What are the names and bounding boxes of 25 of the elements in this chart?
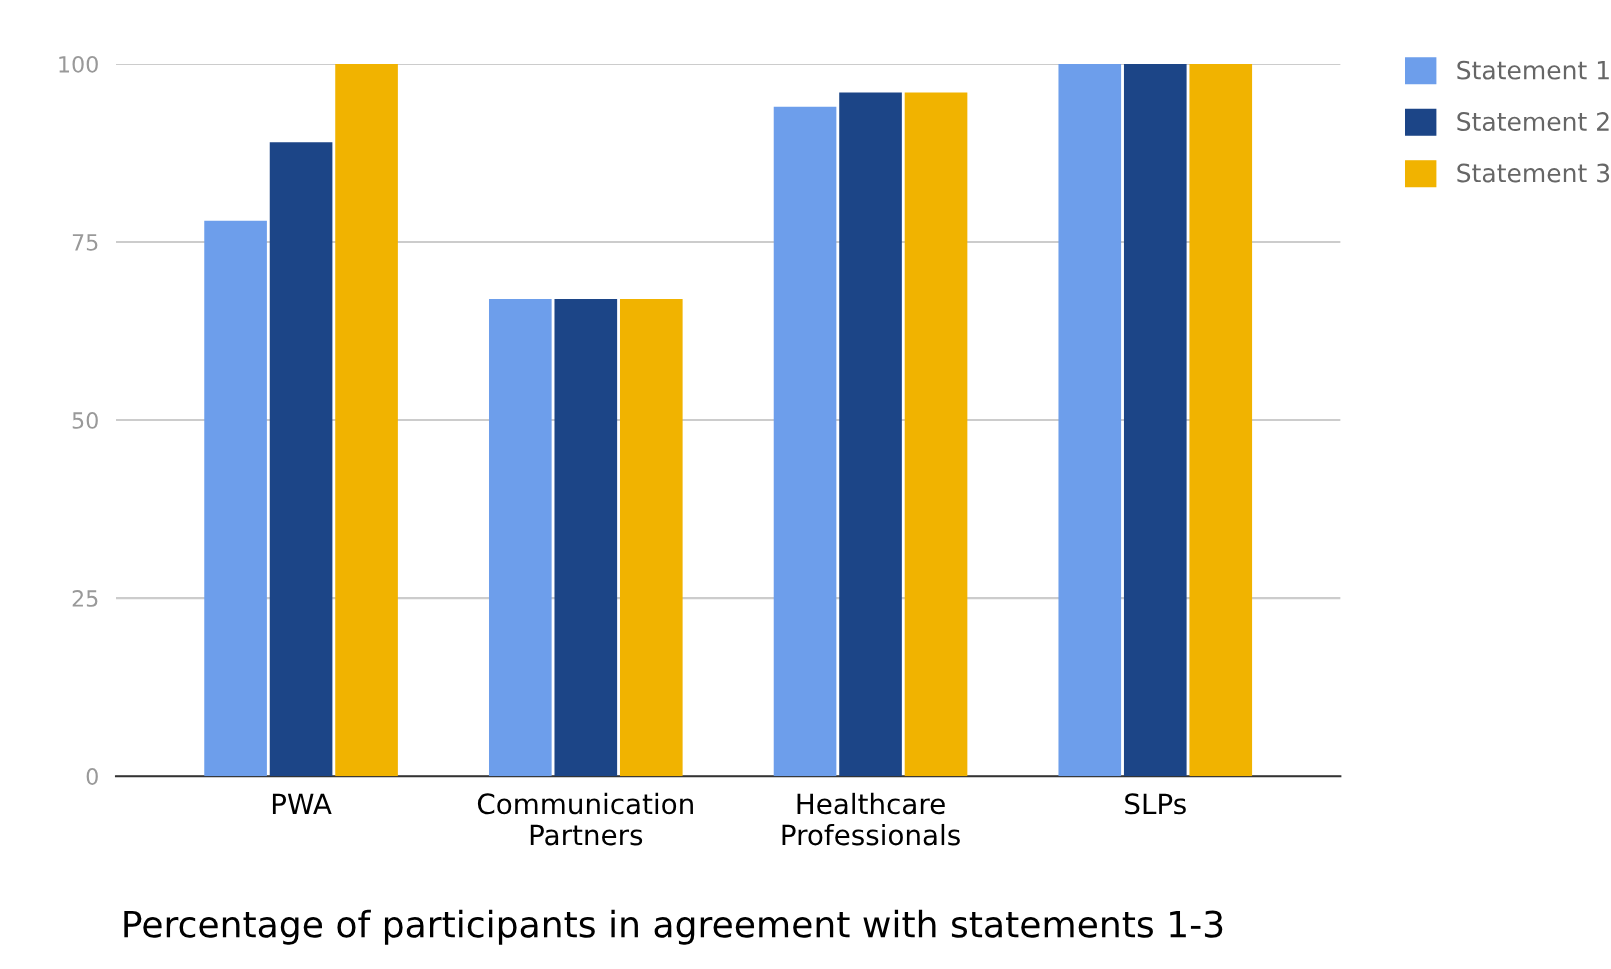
bar (773, 106, 837, 777)
x-tick-label: Communication Partners (477, 792, 693, 846)
bar (1189, 63, 1253, 777)
y-tick-label: 100 (59, 55, 98, 73)
x-tick-label: SLPs (1125, 793, 1186, 815)
bar (1058, 63, 1122, 777)
y-tick-label: 0 (86, 768, 98, 785)
text: Percentage of participants in agreement with statements 1-3 (124, 909, 1223, 945)
bar (839, 92, 902, 777)
y-tick-label: 25 (72, 590, 98, 607)
x-tick-label: Healthcare Professionals (782, 792, 960, 846)
legend-label: Statement 1 (1457, 60, 1609, 80)
bar (269, 142, 333, 777)
bar (904, 92, 968, 777)
bar (335, 63, 398, 777)
bar (554, 298, 618, 777)
legend-label: Statement 3 (1457, 163, 1610, 183)
bar (204, 220, 267, 777)
bar (619, 298, 683, 777)
bar (488, 298, 552, 777)
legend-label: Statement 2 (1457, 112, 1609, 132)
y-tick-label: 50 (72, 412, 98, 429)
y-tick-label: 75 (72, 234, 98, 251)
x-tick-label: PWA (272, 793, 332, 814)
bar (1123, 63, 1187, 777)
